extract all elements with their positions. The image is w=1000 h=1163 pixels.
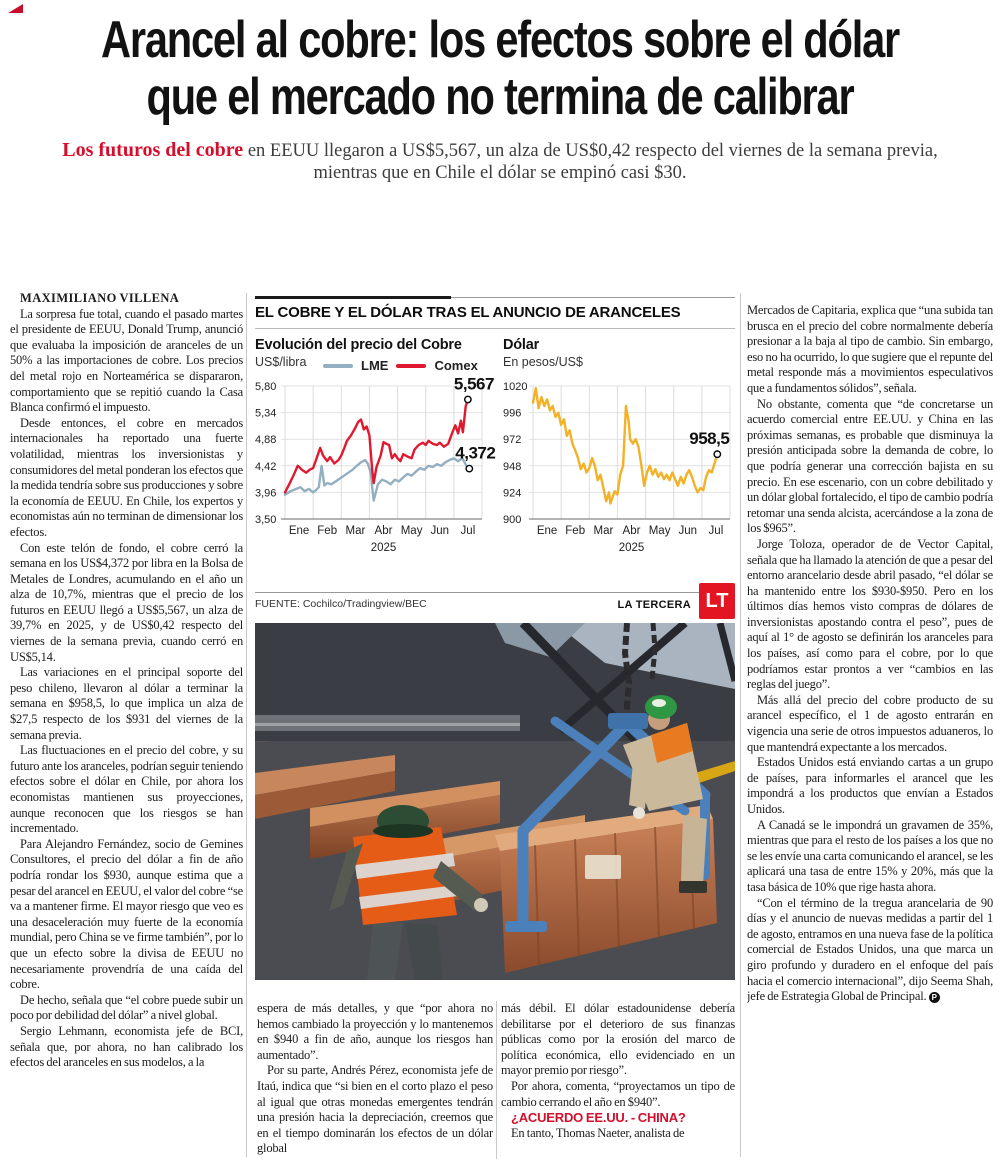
svg-text:958,5: 958,5 (689, 429, 729, 448)
article-column-left: MAXIMILIANO VILLENA La sorpresa fue tota… (10, 291, 243, 1157)
svg-text:Jun: Jun (679, 525, 698, 537)
article-paragraph: Jorge Toloza, operador de de Vector Capi… (747, 536, 993, 692)
svg-text:Mar: Mar (593, 525, 613, 537)
infographic-divider-rule (255, 328, 735, 329)
svg-text:Feb: Feb (317, 525, 337, 537)
article-paragraph: Mercados de Capitaria, explica que “una … (747, 303, 993, 395)
article-paragraph-text: “Con el término de la tregua arancelaria… (747, 895, 993, 1004)
article-paragraph: Con este telón de fondo, el cobre cerró … (10, 540, 243, 664)
dollar-chart: Dólar En pesos/US$ 1020 996 972 948 924 900 En… (503, 337, 735, 557)
article-column-mid-1: espera de más detalles, y que “por ahora… (257, 1001, 493, 1161)
article-paragraph: A Canadá se le impondrá un gravamen de 3… (747, 817, 993, 894)
svg-text:972: 972 (503, 434, 521, 446)
infographic-top-rule-dark (255, 296, 451, 299)
copper-cathodes-photo (255, 623, 735, 980)
article-paragraph: Desde entonces, el cobre en mercados int… (10, 415, 243, 539)
svg-text:4,42: 4,42 (255, 461, 276, 473)
article-paragraph: De hecho, señala que “el cobre puede sub… (10, 992, 243, 1023)
article-paragraph: Las fluctuaciones en el precio del cobre… (10, 743, 243, 836)
article-paragraph: Por su parte, Andrés Pérez, economista j… (257, 1063, 493, 1156)
byline: MAXIMILIANO VILLENA (20, 291, 180, 305)
svg-text:2025: 2025 (371, 542, 397, 554)
svg-text:5,80: 5,80 (255, 381, 276, 393)
section-subhead: ¿ACUERDO EE.UU. - CHINA? (511, 1110, 686, 1126)
infographic-copper-dollar: EL COBRE Y EL DÓLAR TRAS EL ANUNCIO DE A… (255, 296, 735, 629)
legend-label-comex: Comex (434, 358, 478, 373)
article-paragraph: En tanto, Thomas Naeter, analista de (511, 1126, 685, 1141)
la-tercera-logo-icon: LT (699, 583, 735, 619)
source-line: FUENTE: Cochilco/Tradingview/BEC (255, 598, 427, 610)
column-rule (246, 293, 247, 1157)
svg-text:996: 996 (503, 408, 521, 420)
headline-line-2: que el mercado no termina de calibrar (146, 68, 855, 126)
deck-lead: Los futuros del cobre (62, 139, 244, 161)
svg-text:3,96: 3,96 (255, 487, 276, 499)
newspaper-credit: LA TERCERA (617, 599, 691, 611)
svg-text:Abr: Abr (375, 525, 393, 537)
svg-text:4,88: 4,88 (255, 434, 276, 446)
column-rule (740, 293, 741, 1157)
svg-text:Jun: Jun (431, 525, 450, 537)
source-rule (255, 592, 735, 593)
article-paragraph: Más allá del precio del cobre producto d… (747, 692, 993, 754)
article-paragraph: La sorpresa fue total, cuando el pasado … (10, 306, 243, 415)
svg-text:May: May (401, 525, 423, 537)
article-paragraph: espera de más detalles, y que “por ahora… (257, 1001, 493, 1062)
svg-text:2025: 2025 (619, 542, 645, 554)
chart-unit-label: En pesos/US$ (503, 355, 583, 369)
article-paragraph: Por ahora, comenta, “proyectamos un tipo… (501, 1078, 735, 1109)
chart-unit-label: US$/libra (255, 355, 307, 369)
article-paragraph: No obstante, comenta que “de concretarse… (747, 396, 993, 536)
article-paragraph: Sergio Lehmann, economista jefe de BCI, … (10, 1023, 243, 1070)
article-paragraph: Para Alejandro Fernández, socio de Gemin… (10, 836, 243, 992)
copper-price-chart: Evolución del precio del Cobre US$/libra… (255, 337, 496, 557)
chart-legend: LME Comex (323, 358, 478, 373)
article-paragraph: Estados Unidos está enviando cartas a un… (747, 755, 993, 816)
article-column-right: Mercados de Capitaria, explica que “una … (747, 303, 993, 1159)
end-of-story-icon: P (928, 992, 940, 1004)
dollar-chart-plot: 1020 996 972 948 924 900 Ene Feb Mar Abr May Jun Jul… (503, 381, 731, 554)
infographic-top-rule (255, 297, 735, 298)
page-title: Arancel al cobre: los efectos sobre el d… (12, 12, 988, 126)
legend-swatch-comex (396, 363, 427, 368)
svg-text:Jul: Jul (709, 525, 724, 537)
article-column-mid-2: más débil. El dólar estadounidense deber… (501, 1001, 735, 1161)
svg-text:924: 924 (503, 487, 521, 499)
svg-text:Ene: Ene (537, 525, 557, 537)
deck: Los futuros del cobre en EEUU llegaron a… (30, 139, 970, 184)
svg-text:4,372: 4,372 (455, 444, 495, 463)
svg-text:900: 900 (503, 514, 521, 526)
legend-label-lme: LME (361, 358, 389, 373)
svg-text:Jul: Jul (461, 525, 476, 537)
article-paragraph: Las variaciones en el principal soporte … (10, 665, 243, 742)
article-paragraph: más débil. El dólar estadounidense deber… (501, 1001, 735, 1078)
photo-illustration (255, 623, 735, 980)
chart-title: Evolución del precio del Cobre (255, 337, 462, 353)
svg-text:1020: 1020 (503, 381, 527, 393)
article-paragraph: “Con el término de la tregua arancelaria… (747, 896, 993, 1005)
column-rule (496, 1001, 497, 1159)
svg-text:Feb: Feb (565, 525, 585, 537)
copper-chart-plot: 5,80 5,34 4,88 4,42 3,96 3,50 Ene Feb Mar Abr May J… (255, 375, 496, 555)
infographic-kicker: EL COBRE Y EL DÓLAR TRAS EL ANUNCIO DE A… (255, 304, 681, 321)
page-corner-mark (8, 4, 23, 13)
svg-text:3,50: 3,50 (255, 514, 276, 526)
svg-text:5,34: 5,34 (255, 408, 276, 420)
legend-swatch-lme (323, 363, 353, 368)
svg-text:5,567: 5,567 (454, 375, 494, 394)
svg-text:Mar: Mar (345, 525, 365, 537)
headline-line-1: Arancel al cobre: los efectos sobre el d… (101, 11, 900, 69)
svg-text:Abr: Abr (623, 525, 641, 537)
chart-title: Dólar (503, 337, 540, 353)
svg-text:Ene: Ene (289, 525, 309, 537)
deck-text: en EEUU llegaron a US$5,567, un alza de … (243, 141, 938, 183)
svg-text:May: May (649, 525, 671, 537)
svg-text:948: 948 (503, 461, 521, 473)
